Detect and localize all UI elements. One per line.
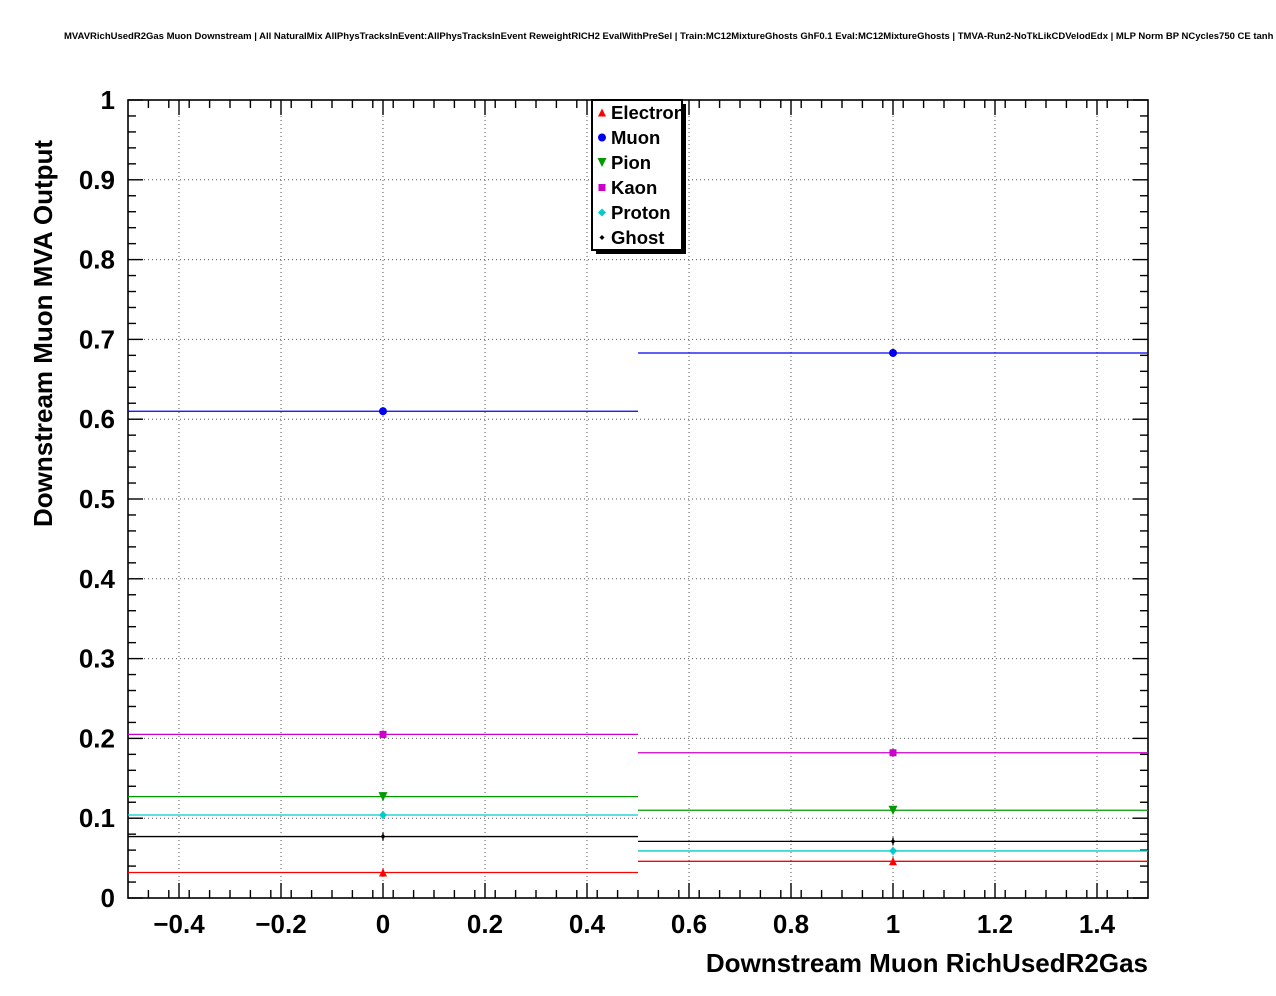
triangle-up-marker [598, 108, 606, 117]
legend: Electron Muon Pion Kaon Proton Ghost [591, 99, 686, 254]
circle-marker [598, 133, 606, 142]
triangle-up-marker [889, 857, 897, 866]
plot-title: MVAVRichUsedR2Gas Muon Downstream | All … [64, 31, 1276, 42]
series-pion [128, 792, 1148, 815]
svg-text:0.2: 0.2 [79, 723, 115, 753]
triangle-down-marker [597, 158, 607, 167]
diamond-marker [598, 208, 606, 217]
diamond-small-marker [890, 838, 896, 844]
svg-text:1.2: 1.2 [977, 909, 1013, 939]
legend-label-muon: Muon [611, 127, 660, 148]
svg-text:1: 1 [101, 85, 115, 115]
svg-text:0.2: 0.2 [467, 909, 503, 939]
square-marker [889, 749, 897, 757]
triangle-down-marker [378, 792, 388, 802]
circle-marker [889, 348, 897, 357]
svg-text:0.7: 0.7 [79, 324, 115, 354]
svg-text:1: 1 [886, 909, 900, 939]
svg-text:0.4: 0.4 [79, 564, 116, 594]
series-proton [128, 811, 1148, 855]
diamond-marker [889, 846, 897, 855]
svg-text:0: 0 [376, 909, 390, 939]
triangle-up-marker [379, 868, 387, 877]
diamond-small-marker [599, 235, 605, 240]
svg-text:0.6: 0.6 [79, 404, 115, 434]
legend-label-proton: Proton [611, 202, 671, 223]
triangle-down-marker [888, 805, 898, 815]
series-ghost [128, 832, 1148, 846]
svg-text:0.3: 0.3 [79, 644, 115, 674]
legend-box [591, 99, 683, 251]
x-axis-title: Downstream Muon RichUsedR2Gas [705, 948, 1148, 978]
square-marker [598, 184, 606, 191]
series-kaon [128, 730, 1148, 757]
svg-text:−0.2: −0.2 [255, 909, 306, 939]
svg-text:0.9: 0.9 [79, 165, 115, 195]
axis-ticks [128, 99, 1148, 899]
svg-text:0.4: 0.4 [569, 909, 606, 939]
svg-text:0.1: 0.1 [79, 803, 115, 833]
svg-text:1.4: 1.4 [1079, 909, 1116, 939]
series-muon [128, 348, 1148, 416]
series-electron [128, 857, 1148, 877]
diamond-marker [379, 811, 387, 820]
legend-label-electron: Electron [611, 102, 685, 123]
svg-text:0: 0 [101, 883, 115, 913]
svg-text:0.8: 0.8 [79, 245, 115, 275]
circle-marker [379, 407, 387, 416]
grid-lines [128, 100, 1148, 898]
y-tick-labels: 0 0.1 0.2 0.3 0.4 0.5 0.6 0.7 0.8 0.9 1 [79, 85, 116, 913]
legend-label-kaon: Kaon [611, 177, 657, 198]
legend-label-ghost: Ghost [611, 227, 664, 248]
svg-text:0.8: 0.8 [773, 909, 809, 939]
square-marker [379, 730, 387, 738]
diamond-small-marker [380, 834, 386, 840]
svg-text:−0.4: −0.4 [153, 909, 205, 939]
legend-label-pion: Pion [611, 152, 651, 173]
svg-text:0.5: 0.5 [79, 484, 115, 514]
x-tick-labels: −0.4 −0.2 0 0.2 0.4 0.6 0.8 1 1.2 1.4 [153, 909, 1115, 939]
svg-text:0.6: 0.6 [671, 909, 707, 939]
